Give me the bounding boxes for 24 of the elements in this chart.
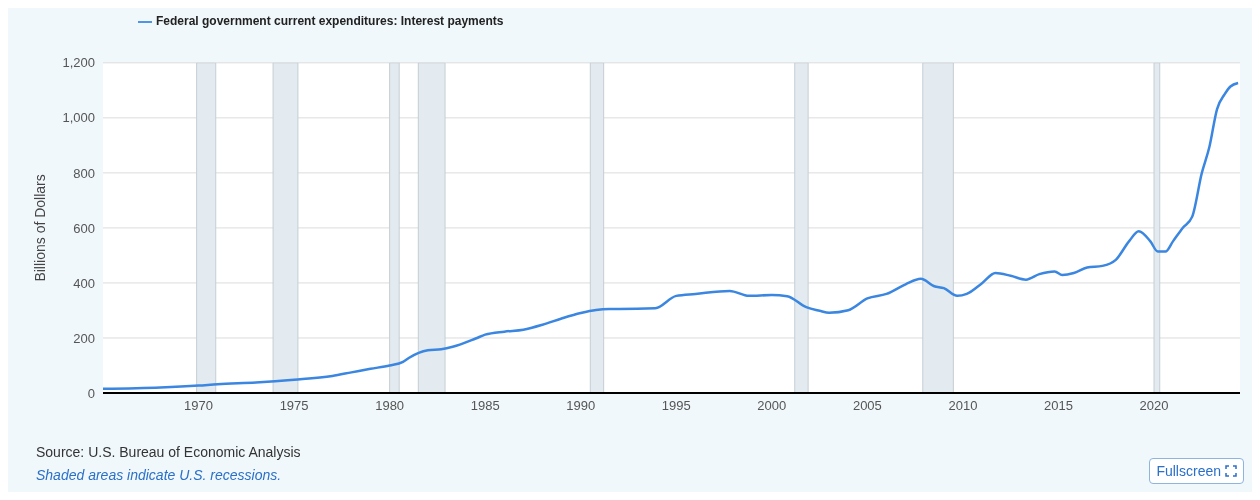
x-tick-label: 2010 — [948, 398, 978, 414]
x-tick-label: 1970 — [184, 398, 214, 414]
y-tick-label: 1,000 — [62, 110, 95, 126]
y-tick-label: 0 — [87, 385, 95, 401]
x-tick-label: 2005 — [852, 398, 882, 414]
x-tick-label: 1975 — [279, 398, 309, 414]
x-tick-label: 2000 — [757, 398, 787, 414]
y-tick-label: 600 — [73, 220, 95, 236]
source-note: Source: U.S. Bureau of Economic Analysis — [36, 444, 301, 460]
x-tick-label: 1990 — [566, 398, 596, 414]
line-series — [103, 81, 1240, 391]
x-tick-label: 2015 — [1044, 398, 1073, 414]
y-tick-label: 200 — [73, 330, 95, 346]
y-tick-label: 400 — [73, 275, 95, 291]
text: Shaded areas indicate U.S. recessions. — [36, 467, 282, 483]
x-tick-label: 1980 — [375, 398, 405, 414]
text: Fullscreen — [1156, 463, 1221, 479]
x-tick-label: 2020 — [1139, 398, 1169, 414]
y-tick-label: 1,200 — [62, 55, 95, 71]
x-tick-label: 1985 — [470, 398, 500, 414]
legend-label: Federal government current expenditures: Interest payments — [156, 14, 504, 28]
x-tick-label: 1995 — [661, 398, 691, 414]
y-tick-label: 800 — [73, 165, 95, 181]
y-axis-title: Billions of Dollars — [31, 174, 48, 282]
